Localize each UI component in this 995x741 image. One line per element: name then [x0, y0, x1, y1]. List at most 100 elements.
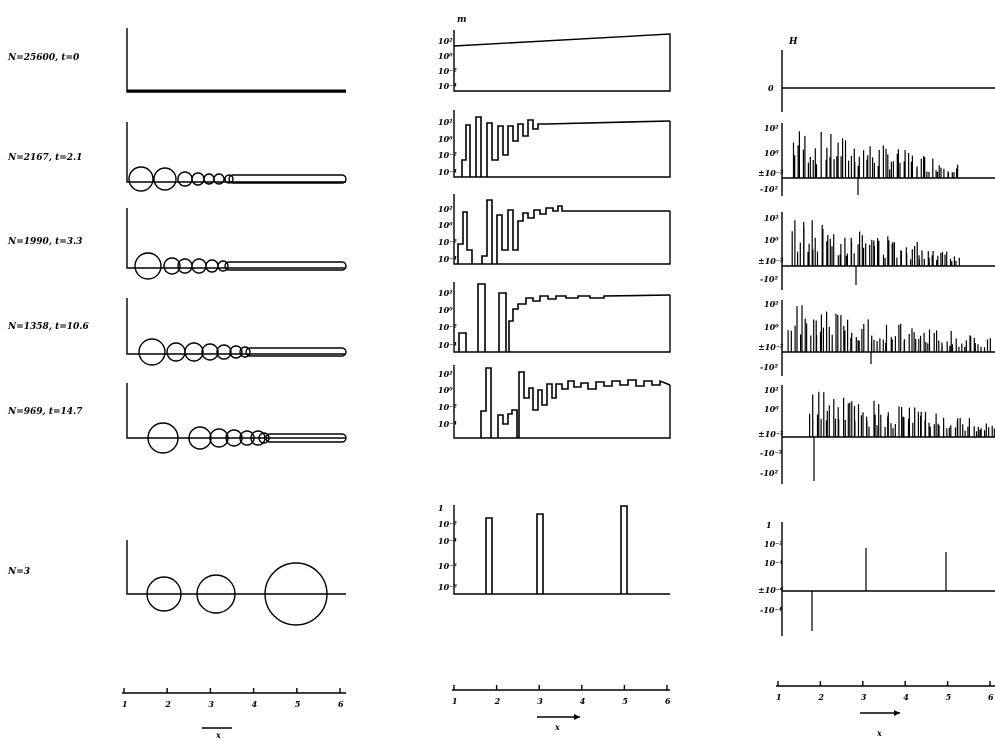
svg-text:10⁰: 10⁰ — [438, 305, 453, 315]
middle-panel-3-yticks: 10² 10⁰ 10⁻² 10⁻⁴ — [438, 204, 457, 264]
svg-text:-10²: -10² — [760, 468, 778, 478]
svg-text:±10⁻²: ±10⁻² — [758, 256, 784, 266]
svg-text:-10²: -10² — [760, 184, 778, 194]
svg-text:10⁰: 10⁰ — [438, 51, 453, 61]
left-panel-4 — [126, 298, 347, 366]
svg-text:±10⁻²: ±10⁻² — [758, 342, 784, 352]
x-tick-label: 5 — [295, 699, 301, 709]
middle-panel-4: 10² 10⁰ 10⁻² 10⁻⁴ — [438, 282, 671, 353]
x-tick-label: 5 — [946, 692, 952, 702]
x-tick-label: 3 — [537, 696, 543, 706]
left-panel-2 — [126, 122, 347, 192]
x-tick-label: 1 — [452, 696, 458, 706]
svg-text:10²: 10² — [438, 117, 453, 127]
right-panel-6: 1 10⁻² 10⁻⁴ ±10⁻⁶ -10⁻⁴ — [758, 520, 995, 636]
svg-text:10⁰: 10⁰ — [438, 220, 453, 230]
svg-text:10²: 10² — [764, 385, 779, 395]
x-tick-label: 2 — [494, 696, 501, 706]
svg-text:10²: 10² — [764, 299, 779, 309]
left-panel-3 — [126, 208, 347, 280]
svg-text:10²: 10² — [764, 123, 779, 133]
x-axis-right-label: x — [876, 728, 882, 738]
svg-text:10⁻⁴: 10⁻⁴ — [438, 536, 457, 546]
svg-text:10⁻⁴: 10⁻⁴ — [438, 254, 457, 264]
svg-text:10⁻²: 10⁻² — [438, 402, 457, 412]
x-axis-middle-label: x — [554, 722, 560, 732]
x-tick-label: 6 — [988, 692, 994, 702]
row-label-2: N=2167, t=2.1 — [7, 153, 82, 163]
svg-text:1: 1 — [438, 503, 444, 513]
x-tick-label: 4 — [252, 699, 258, 709]
middle-panel-6: 1 10⁻² 10⁻⁴ 10⁻⁶ 10⁻⁸ — [438, 503, 670, 595]
svg-text:10⁻⁸: 10⁻⁸ — [438, 582, 457, 592]
svg-text:10⁻⁶: 10⁻⁶ — [438, 561, 457, 571]
x-tick-label: 2 — [164, 699, 171, 709]
x-tick-label: 5 — [622, 696, 628, 706]
svg-text:10²: 10² — [764, 213, 779, 223]
row-label-4: N=1358, t=10.6 — [7, 322, 89, 332]
svg-text:10⁻²: 10⁻² — [438, 66, 457, 76]
middle-panel-2: 10² 10⁰ 10⁻² 10⁻⁴ — [438, 110, 671, 178]
svg-text:±10⁻²: ±10⁻² — [758, 168, 784, 178]
svg-text:10²: 10² — [438, 369, 453, 379]
middle-ylabel: m — [457, 15, 467, 25]
sp3-spikes — [791, 220, 960, 285]
x-tick-label: 1 — [776, 692, 782, 702]
svg-text:±10⁻²: ±10⁻² — [758, 429, 784, 439]
x-axis-left: 1 2 3 4 5 6 x — [122, 688, 346, 740]
x-axis-left-label: x — [215, 730, 221, 740]
svg-text:1: 1 — [766, 520, 772, 530]
middle-panel-6-yticks: 1 10⁻² 10⁻⁴ 10⁻⁶ 10⁻⁸ — [438, 503, 457, 592]
x-tick-label: 4 — [580, 696, 586, 706]
svg-text:10⁰: 10⁰ — [438, 134, 453, 144]
svg-text:10⁰: 10⁰ — [438, 385, 453, 395]
svg-text:10²: 10² — [438, 36, 453, 46]
x-axis-right: 1 2 3 4 5 6 x — [776, 681, 995, 738]
svg-text:10⁻⁴: 10⁻⁴ — [438, 167, 457, 177]
middle-panel-1: 10² 10⁰ 10⁻² 10⁻⁴ — [438, 30, 671, 92]
middle-panel-4-yticks: 10² 10⁰ 10⁻² 10⁻⁴ — [438, 288, 457, 350]
svg-text:10⁻⁴: 10⁻⁴ — [438, 340, 457, 350]
x-tick-label: 1 — [122, 699, 128, 709]
svg-text:10⁻²: 10⁻² — [438, 519, 457, 529]
middle-panels: m 10² 10⁰ 10⁻² 10⁻⁴ 10² 10⁰ 10⁻² 10⁻⁴ 10² 10⁰… — [438, 15, 671, 595]
svg-text:10⁻²: 10⁻² — [438, 322, 457, 332]
row-label-3: N=1990, t=3.3 — [7, 237, 82, 247]
svg-text:10⁻⁴: 10⁻⁴ — [438, 419, 457, 429]
svg-text:10⁰: 10⁰ — [764, 322, 779, 332]
right-panel-1: 0 — [768, 50, 995, 112]
svg-text:0: 0 — [768, 83, 774, 93]
svg-text:-10²: -10² — [760, 362, 778, 372]
x-axis-middle: 1 2 3 4 5 6 x — [452, 685, 671, 732]
svg-text:-10²: -10² — [760, 274, 778, 284]
sp5-spikes — [809, 391, 995, 481]
right-panels: H 0 10² 10⁰ ±10⁻² -10² 10² 10⁰ ±10⁻² -10² 10… — [758, 37, 995, 636]
right-ylabel: H — [788, 37, 798, 47]
svg-text:10⁻⁴: 10⁻⁴ — [438, 81, 457, 91]
row-label-5: N=969, t=14.7 — [7, 407, 83, 417]
left-panels — [126, 28, 347, 626]
right-panel-4: 10² 10⁰ ±10⁻² -10² — [758, 299, 995, 376]
svg-text:-10⁻⁴: -10⁻⁴ — [760, 605, 783, 615]
x-tick-label: 6 — [665, 696, 671, 706]
sp4-spikes — [787, 305, 991, 364]
x-tick-label: 4 — [903, 692, 909, 702]
left-panel-5 — [126, 383, 347, 454]
left-panel-1 — [126, 28, 346, 93]
svg-text:±10⁻⁶: ±10⁻⁶ — [758, 585, 784, 595]
middle-panel-5-yticks: 10² 10⁰ 10⁻² 10⁻⁴ — [438, 369, 457, 429]
svg-text:10²: 10² — [438, 204, 453, 214]
svg-text:-10⁻²: -10⁻² — [760, 448, 783, 458]
x-tick-label: 3 — [208, 699, 214, 709]
row-label-6: N=3 — [7, 567, 30, 577]
row-label-1: N=25600, t=0 — [7, 53, 80, 63]
svg-text:10⁰: 10⁰ — [764, 235, 779, 245]
middle-panel-1-yticks: 10² 10⁰ 10⁻² 10⁻⁴ — [438, 36, 457, 91]
left-panel-6 — [126, 540, 346, 626]
svg-text:10⁰: 10⁰ — [764, 148, 779, 158]
svg-text:10⁻²: 10⁻² — [438, 150, 457, 160]
middle-panel-2-yticks: 10² 10⁰ 10⁻² 10⁻⁴ — [438, 117, 457, 177]
middle-panel-3: 10² 10⁰ 10⁻² 10⁻⁴ — [438, 194, 671, 265]
svg-text:10⁻²: 10⁻² — [438, 237, 457, 247]
